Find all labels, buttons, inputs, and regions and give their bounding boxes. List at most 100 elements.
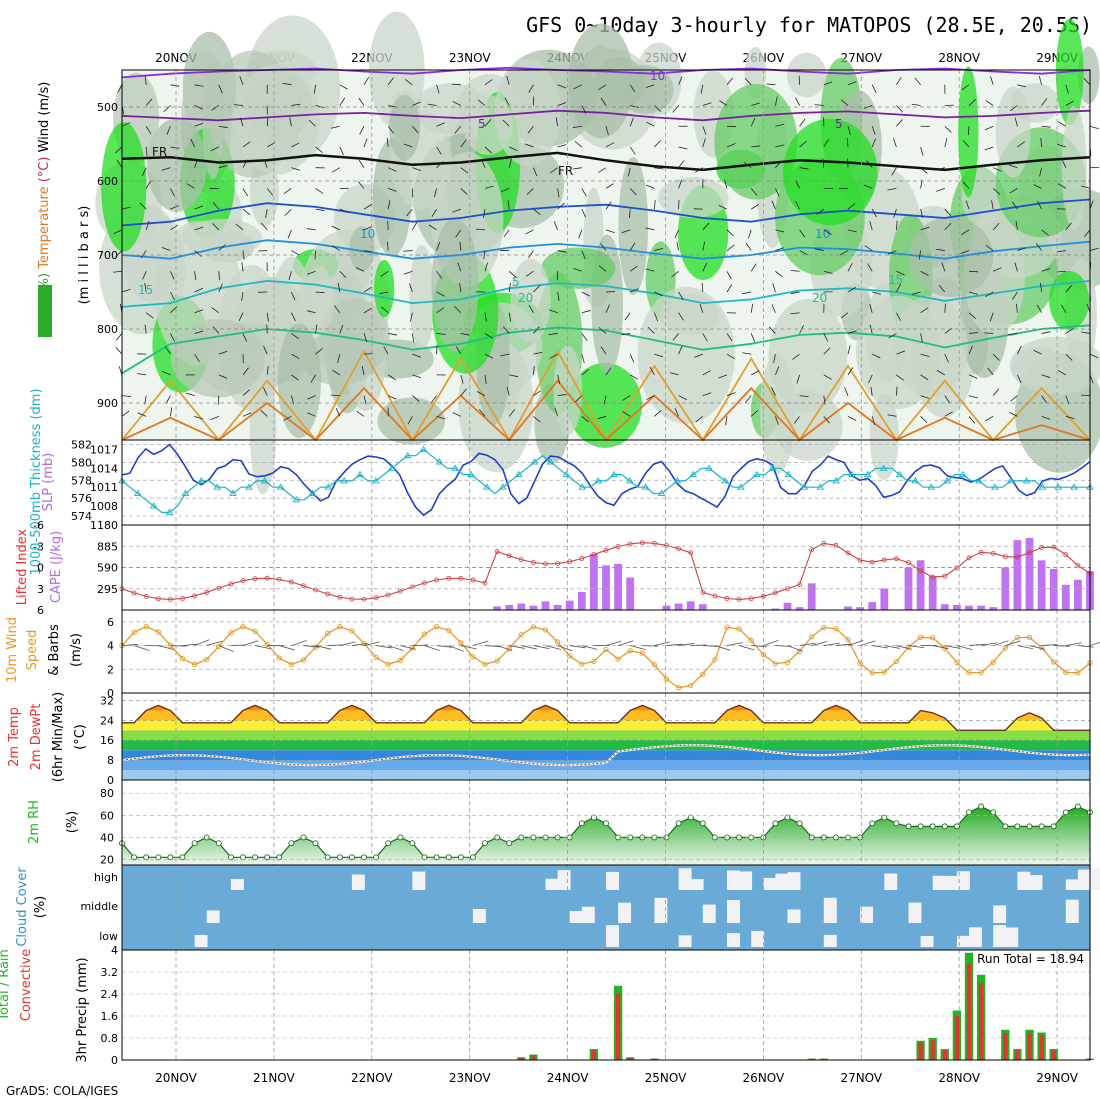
wind-barb — [140, 250, 147, 259]
cape-bar — [880, 588, 889, 610]
rh-shade-blob — [431, 217, 479, 352]
surface-wind-barb — [291, 640, 307, 646]
wind-barb — [600, 243, 607, 251]
thickness-tick-label: 578 — [71, 474, 92, 487]
rh-marker — [179, 854, 186, 861]
wind-barb — [1039, 167, 1042, 177]
wind-barb — [242, 333, 248, 342]
y-tick-label: 80 — [100, 787, 114, 800]
wind-marker — [300, 657, 307, 663]
wind-barb — [266, 365, 269, 375]
wind-barb — [194, 84, 204, 87]
wind-barb — [984, 146, 994, 151]
contour-label: 10 — [815, 227, 830, 241]
wind-barb — [597, 415, 607, 420]
cape-bar — [1013, 540, 1022, 610]
wind-barb — [790, 291, 800, 295]
cloud-cell — [654, 897, 668, 923]
wind-barb — [581, 250, 586, 260]
li-marker — [906, 560, 911, 566]
wind-barb — [799, 250, 808, 256]
wind-barb — [629, 117, 634, 127]
y-tick-label: 4 — [107, 640, 114, 653]
li-marker — [325, 591, 331, 597]
wind-barb — [116, 159, 123, 168]
wind-barb — [194, 309, 204, 314]
li-marker — [192, 593, 198, 599]
wind-barb — [847, 229, 857, 233]
wind-barb — [605, 142, 615, 148]
cape-bar — [1037, 560, 1046, 610]
wind-marker — [433, 624, 440, 630]
surface-wind-barb — [509, 645, 526, 649]
precip-convective-bar — [591, 1050, 596, 1060]
wind-barb — [455, 346, 462, 355]
wind-barb — [218, 271, 220, 281]
wind-barb — [194, 205, 204, 210]
wind-barb — [263, 345, 268, 355]
wind-marker — [1014, 634, 1021, 641]
wind-barb — [984, 125, 994, 131]
wind-barb — [266, 117, 269, 127]
wind-marker — [869, 670, 875, 676]
temp-band — [122, 750, 1090, 761]
rh-marker — [409, 840, 416, 847]
wind-marker — [494, 658, 500, 664]
li-marker — [869, 559, 875, 565]
wind-barb — [654, 410, 662, 417]
cape-bar — [989, 607, 998, 610]
wind-barb — [968, 99, 976, 106]
rh-marker — [966, 809, 972, 816]
slp-marker — [165, 508, 174, 515]
wind-barb — [212, 326, 220, 334]
wind-barb — [790, 312, 800, 315]
cape-bar — [626, 577, 635, 610]
wind-barb — [315, 188, 324, 194]
wind-marker — [191, 661, 198, 668]
rh-marker — [796, 820, 803, 827]
wind-barb — [1041, 374, 1051, 378]
wind-barb — [896, 374, 904, 381]
surface-wind-barb — [194, 639, 210, 646]
wind-barb — [170, 205, 179, 210]
surface-wind-barb — [787, 645, 803, 652]
cloud-cell — [412, 871, 426, 890]
rh-marker — [687, 814, 694, 821]
contour-label: FR — [152, 145, 167, 159]
li-marker — [216, 585, 222, 591]
surface-wind-barb — [1005, 640, 1021, 646]
y-tick-label: 600 — [97, 175, 118, 188]
wind-barb — [678, 345, 683, 355]
wind-barb — [283, 188, 292, 194]
panel-frame — [121, 949, 1091, 1061]
li-marker — [1015, 554, 1020, 560]
wind-barb — [1017, 84, 1027, 88]
wind-barb — [896, 283, 901, 293]
wind-barb — [750, 410, 759, 417]
contour-label: 5 — [835, 117, 843, 131]
rh-marker — [590, 814, 597, 821]
wind-barb — [896, 119, 903, 127]
wind-barb — [870, 386, 873, 396]
cloud-cell — [727, 870, 740, 890]
wind-barb — [745, 395, 752, 403]
wind-barb — [694, 353, 703, 358]
rh-marker — [929, 823, 936, 830]
wind-barb — [331, 167, 341, 173]
li-marker — [627, 541, 633, 547]
wind-barb — [142, 167, 147, 177]
wind-barb — [792, 353, 800, 360]
cloud-cell — [739, 871, 753, 890]
wind-barb — [145, 180, 152, 189]
wind-barb — [387, 125, 395, 134]
wind-marker — [603, 646, 609, 653]
surface-wind-barb — [133, 645, 150, 651]
wind-barb — [1041, 415, 1051, 420]
cape-bar — [1025, 537, 1034, 610]
wind-barb — [548, 333, 558, 336]
wind-barb — [672, 333, 679, 341]
wind-barb — [291, 353, 300, 359]
surface-wind-barb — [1041, 643, 1058, 646]
cloud-cell — [993, 925, 1007, 947]
wind-barb — [1061, 304, 1067, 313]
